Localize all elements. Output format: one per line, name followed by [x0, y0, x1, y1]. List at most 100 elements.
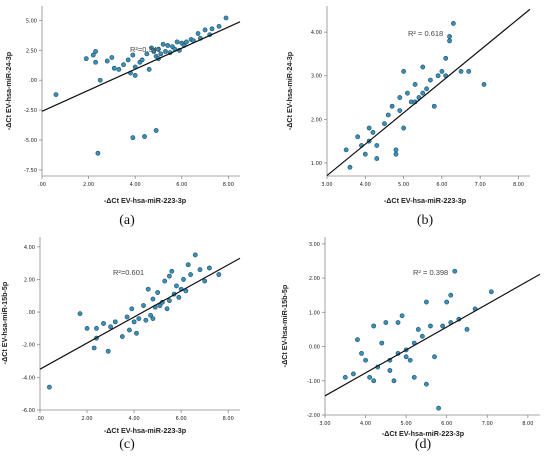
data-point: [202, 27, 208, 33]
data-point: [385, 112, 391, 118]
data-point: [387, 368, 393, 373]
data-point: [428, 77, 433, 83]
y-tick-label: -7.50: [24, 168, 37, 174]
data-point: [366, 125, 372, 131]
x-tick-label: 5.00: [398, 182, 409, 188]
data-point: [197, 267, 203, 273]
data-point: [440, 323, 446, 329]
data-point: [436, 405, 441, 411]
data-point: [130, 135, 136, 141]
data-point: [157, 303, 163, 308]
data-point: [407, 357, 413, 363]
data-point: [209, 26, 215, 32]
data-point: [382, 121, 387, 127]
data-point: [146, 67, 152, 72]
data-point: [145, 286, 151, 292]
data-point: [174, 39, 180, 45]
panel-label: (c): [119, 437, 135, 452]
data-point: [134, 330, 139, 336]
y-axis-title: -ΔCt EV-hsa-miR-15b-5p: [280, 284, 289, 367]
panel-label: (b): [417, 213, 434, 228]
data-point: [119, 334, 125, 339]
data-point: [207, 265, 212, 271]
data-point: [108, 324, 113, 330]
data-point: [163, 49, 168, 54]
data-point: [127, 327, 132, 333]
y-tick-label: 2.00: [24, 277, 35, 283]
data-point: [444, 299, 450, 305]
chart-panel-3: .00 2.00 4.00 6.00 8.00 -6.00 -4.00 -2.00 .00 2.0…: [0, 237, 241, 452]
data-point: [367, 374, 373, 380]
data-point: [162, 278, 168, 284]
data-point: [403, 354, 409, 360]
data-point: [363, 357, 368, 363]
data-point: [216, 272, 222, 277]
data-point: [148, 312, 153, 318]
data-point: [93, 59, 98, 65]
data-point: [77, 311, 83, 317]
r-squared-label: R² = 0.398: [413, 268, 448, 277]
x-tick-label: 6.00: [441, 421, 452, 427]
data-point: [374, 143, 380, 148]
data-point: [452, 268, 458, 274]
data-point: [379, 340, 385, 346]
data-point: [158, 51, 164, 57]
data-point: [389, 103, 395, 109]
data-point: [424, 299, 429, 305]
x-tick-label: 3.00: [321, 182, 332, 188]
data-point: [448, 292, 454, 298]
x-tick-label: 2.00: [81, 416, 92, 422]
data-point: [109, 55, 115, 60]
panel-label: (a): [119, 213, 135, 228]
data-point: [488, 289, 494, 295]
data-point: [466, 68, 472, 74]
x-tick-label: 8.00: [522, 421, 533, 427]
data-point: [101, 321, 106, 326]
data-point: [458, 68, 464, 74]
data-point: [431, 103, 437, 109]
y-tick-label: 0.00: [309, 345, 320, 351]
x-tick-label: 7.00: [475, 182, 486, 188]
data-point: [343, 147, 349, 153]
data-point: [347, 164, 353, 170]
r-squared-label: R²=0.601: [113, 268, 144, 277]
y-tick-label: 2.00: [309, 276, 320, 282]
data-point: [94, 325, 99, 331]
chart-panel-2: 3.00 4.00 5.00 6.00 7.00 8.00 1.00 2.00 3.00 4.00…: [285, 6, 531, 228]
regression-line: [39, 257, 241, 370]
data-point: [383, 320, 389, 325]
r-squared-label: R² = 0.618: [408, 29, 443, 38]
data-point: [153, 128, 159, 133]
data-point: [443, 55, 449, 61]
data-point: [393, 147, 399, 153]
data-point: [156, 46, 161, 52]
data-point: [428, 323, 433, 329]
data-point: [90, 52, 96, 58]
data-point: [121, 62, 126, 68]
data-point: [116, 67, 122, 72]
x-tick-label: 4.00: [129, 416, 140, 422]
data-point: [144, 51, 150, 57]
data-point: [481, 82, 487, 87]
data-point: [184, 39, 189, 45]
y-tick-label: -2.50: [24, 108, 37, 114]
x-tick-label: 3.00: [319, 421, 330, 427]
y-tick-label: -6.00: [22, 408, 35, 414]
data-point: [464, 327, 470, 332]
data-point: [160, 41, 166, 47]
x-tick-label: 6.00: [176, 416, 187, 422]
x-tick-label: 6.00: [436, 182, 447, 188]
data-point: [95, 150, 101, 156]
regression-line: [41, 21, 241, 112]
y-tick-label: 2.50: [26, 48, 37, 54]
y-tick-label: 3.00: [311, 74, 322, 80]
data-point: [401, 68, 407, 74]
data-point: [53, 92, 59, 97]
data-point: [450, 21, 456, 26]
data-point: [93, 49, 98, 54]
data-point: [415, 327, 421, 332]
data-point: [447, 34, 452, 39]
x-tick-label: 8.00: [513, 182, 524, 188]
data-point: [202, 278, 208, 284]
data-point: [401, 125, 407, 131]
